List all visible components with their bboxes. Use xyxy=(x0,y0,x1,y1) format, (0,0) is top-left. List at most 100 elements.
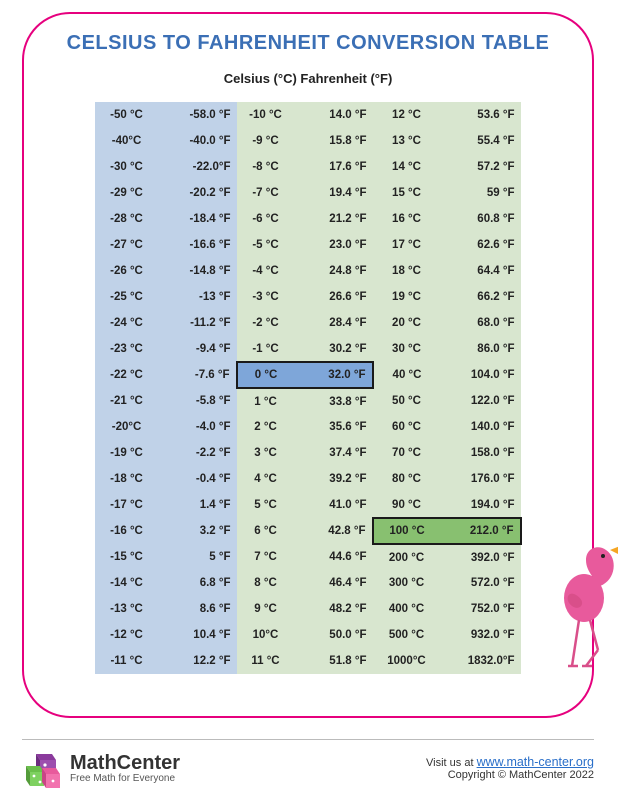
table-row: -12 °C10.4 °F10°C50.0 °F500 °C932.0 °F xyxy=(95,622,521,648)
conversion-table: -50 °C-58.0 °F-10 °C14.0 °F12 °C53.6 °F-… xyxy=(95,102,522,674)
fahrenheit-cell: 176.0 °F xyxy=(441,466,521,492)
celsius-cell: -28 °C xyxy=(95,206,159,232)
celsius-cell: 7 °C xyxy=(237,544,295,570)
fahrenheit-cell: 46.4 °F xyxy=(295,570,373,596)
celsius-cell: -5 °C xyxy=(237,232,295,258)
table-row: -24 °C-11.2 °F-2 °C28.4 °F20 °C68.0 °F xyxy=(95,310,521,336)
celsius-cell: 200 °C xyxy=(373,544,441,570)
fahrenheit-cell: 752.0 °F xyxy=(441,596,521,622)
celsius-cell: 70 °C xyxy=(373,440,441,466)
fahrenheit-cell: 122.0 °F xyxy=(441,388,521,414)
celsius-cell: -27 °C xyxy=(95,232,159,258)
fahrenheit-cell: 60.8 °F xyxy=(441,206,521,232)
fahrenheit-cell: 53.6 °F xyxy=(441,102,521,128)
flamingo-icon xyxy=(546,540,618,670)
brand-name: MathCenter xyxy=(70,752,180,775)
brand-tagline: Free Math for Everyone xyxy=(70,773,180,784)
fahrenheit-cell: 212.0 °F xyxy=(441,518,521,544)
celsius-cell: -16 °C xyxy=(95,518,159,544)
fahrenheit-cell: 55.4 °F xyxy=(441,128,521,154)
fahrenheit-cell: 28.4 °F xyxy=(295,310,373,336)
fahrenheit-cell: 14.0 °F xyxy=(295,102,373,128)
fahrenheit-cell: 37.4 °F xyxy=(295,440,373,466)
celsius-cell: -19 °C xyxy=(95,440,159,466)
celsius-cell: 30 °C xyxy=(373,336,441,362)
celsius-cell: -24 °C xyxy=(95,310,159,336)
table-row: -20°C-4.0 °F2 °C35.6 °F60 °C140.0 °F xyxy=(95,414,521,440)
fahrenheit-cell: 19.4 °F xyxy=(295,180,373,206)
footer: MathCenter Free Math for Everyone Visit … xyxy=(22,739,594,788)
celsius-cell: 1000°C xyxy=(373,648,441,674)
footer-brand: MathCenter Free Math for Everyone xyxy=(22,748,180,788)
celsius-cell: -10 °C xyxy=(237,102,295,128)
fahrenheit-cell: -5.8 °F xyxy=(159,388,237,414)
fahrenheit-cell: 44.6 °F xyxy=(295,544,373,570)
fahrenheit-cell: -40.0 °F xyxy=(159,128,237,154)
fahrenheit-cell: 48.2 °F xyxy=(295,596,373,622)
celsius-cell: -2 °C xyxy=(237,310,295,336)
fahrenheit-cell: 158.0 °F xyxy=(441,440,521,466)
fahrenheit-cell: 51.8 °F xyxy=(295,648,373,674)
celsius-cell: -20°C xyxy=(95,414,159,440)
table-row: -30 °C-22.0°F-8 °C17.6 °F14 °C57.2 °F xyxy=(95,154,521,180)
fahrenheit-cell: 1.4 °F xyxy=(159,492,237,518)
celsius-cell: -7 °C xyxy=(237,180,295,206)
celsius-cell: -9 °C xyxy=(237,128,295,154)
fahrenheit-cell: -18.4 °F xyxy=(159,206,237,232)
fahrenheit-cell: -22.0°F xyxy=(159,154,237,180)
celsius-cell: 1 °C xyxy=(237,388,295,414)
fahrenheit-cell: 21.2 °F xyxy=(295,206,373,232)
celsius-cell: 0 °C xyxy=(237,362,295,388)
celsius-cell: 50 °C xyxy=(373,388,441,414)
fahrenheit-cell: 33.8 °F xyxy=(295,388,373,414)
fahrenheit-cell: 572.0 °F xyxy=(441,570,521,596)
table-row: -25 °C-13 °F-3 °C26.6 °F19 °C66.2 °F xyxy=(95,284,521,310)
celsius-cell: 16 °C xyxy=(373,206,441,232)
celsius-cell: 9 °C xyxy=(237,596,295,622)
fahrenheit-cell: 194.0 °F xyxy=(441,492,521,518)
fahrenheit-cell: -11.2 °F xyxy=(159,310,237,336)
fahrenheit-cell: 104.0 °F xyxy=(441,362,521,388)
celsius-cell: 3 °C xyxy=(237,440,295,466)
fahrenheit-cell: 68.0 °F xyxy=(441,310,521,336)
celsius-cell: 6 °C xyxy=(237,518,295,544)
fahrenheit-cell: 66.2 °F xyxy=(441,284,521,310)
celsius-cell: 100 °C xyxy=(373,518,441,544)
celsius-cell: -25 °C xyxy=(95,284,159,310)
table-row: -21 °C-5.8 °F1 °C33.8 °F50 °C122.0 °F xyxy=(95,388,521,414)
celsius-cell: 90 °C xyxy=(373,492,441,518)
fahrenheit-cell: -9.4 °F xyxy=(159,336,237,362)
fahrenheit-cell: 59 °F xyxy=(441,180,521,206)
celsius-cell: -12 °C xyxy=(95,622,159,648)
copyright: Copyright © MathCenter 2022 xyxy=(426,769,594,781)
fahrenheit-cell: 35.6 °F xyxy=(295,414,373,440)
celsius-cell: -23 °C xyxy=(95,336,159,362)
dice-icon xyxy=(22,748,62,788)
fahrenheit-cell: -58.0 °F xyxy=(159,102,237,128)
fahrenheit-cell: 5 °F xyxy=(159,544,237,570)
celsius-cell: 19 °C xyxy=(373,284,441,310)
site-link[interactable]: www.math-center.org xyxy=(477,755,594,769)
celsius-cell: 11 °C xyxy=(237,648,295,674)
fahrenheit-cell: 57.2 °F xyxy=(441,154,521,180)
table-row: -27 °C-16.6 °F-5 °C23.0 °F17 °C62.6 °F xyxy=(95,232,521,258)
celsius-cell: -3 °C xyxy=(237,284,295,310)
celsius-cell: 40 °C xyxy=(373,362,441,388)
celsius-cell: -13 °C xyxy=(95,596,159,622)
celsius-cell: -50 °C xyxy=(95,102,159,128)
fahrenheit-cell: -20.2 °F xyxy=(159,180,237,206)
celsius-cell: 500 °C xyxy=(373,622,441,648)
footer-info: Visit us at www.math-center.org Copyrigh… xyxy=(426,755,594,781)
fahrenheit-cell: 24.8 °F xyxy=(295,258,373,284)
fahrenheit-cell: 62.6 °F xyxy=(441,232,521,258)
celsius-cell: -17 °C xyxy=(95,492,159,518)
celsius-cell: -6 °C xyxy=(237,206,295,232)
table-row: -50 °C-58.0 °F-10 °C14.0 °F12 °C53.6 °F xyxy=(95,102,521,128)
celsius-cell: -21 °C xyxy=(95,388,159,414)
celsius-cell: -4 °C xyxy=(237,258,295,284)
fahrenheit-cell: -0.4 °F xyxy=(159,466,237,492)
table-row: -11 °C12.2 °F11 °C51.8 °F1000°C1832.0°F xyxy=(95,648,521,674)
fahrenheit-cell: 41.0 °F xyxy=(295,492,373,518)
table-row: -16 °C3.2 °F6 °C42.8 °F100 °C212.0 °F xyxy=(95,518,521,544)
fahrenheit-cell: -2.2 °F xyxy=(159,440,237,466)
